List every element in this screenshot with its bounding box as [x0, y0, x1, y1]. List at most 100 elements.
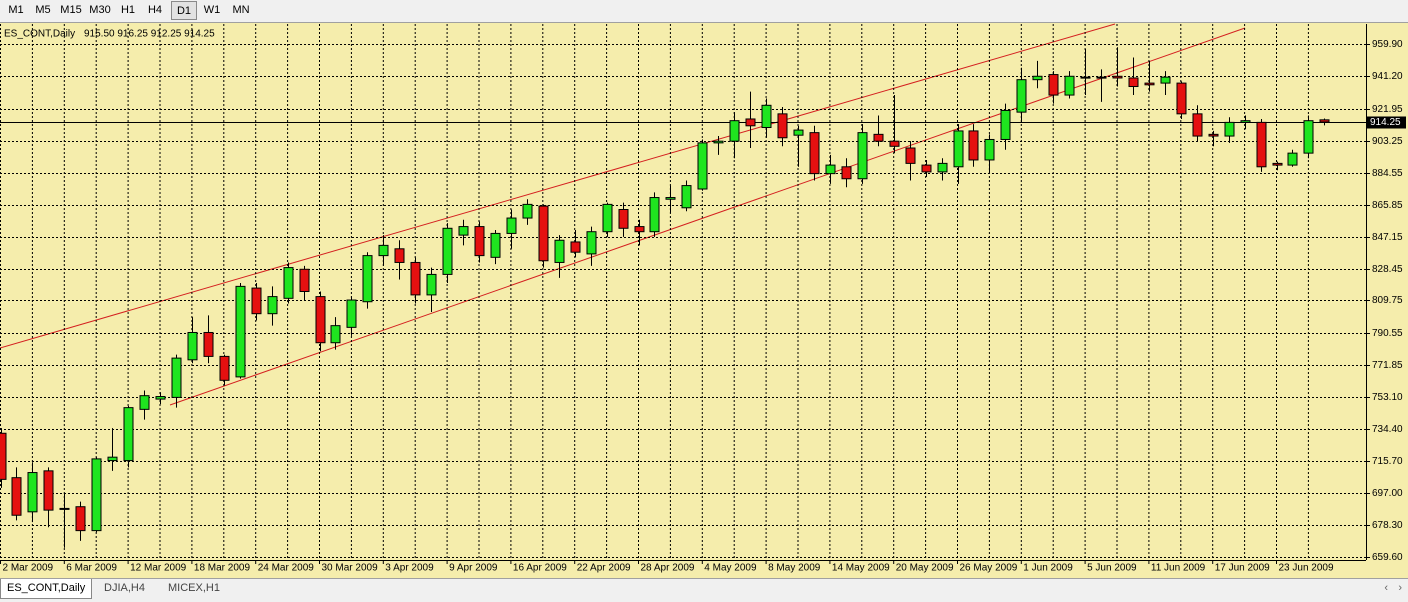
candle-body [283, 267, 294, 299]
x-tick-label: 5 Jun 2009 [1087, 563, 1137, 574]
timeframe-button[interactable]: H1 [120, 4, 136, 16]
x-tick-label: 22 Apr 2009 [577, 563, 631, 574]
price-box [1367, 116, 1406, 129]
price-label: 914.25 [1370, 117, 1401, 128]
scroll-right[interactable]: › [1398, 582, 1402, 594]
x-tick-label: 18 Mar 2009 [194, 563, 251, 574]
candle-body [745, 118, 756, 127]
y-tick-label: 959.90 [1372, 39, 1403, 50]
timeframe-toolbar: M1 M5 M15 M30 H1 H4 D1 W1 MN [0, 0, 1408, 23]
x-tick-label: 28 Apr 2009 [641, 563, 695, 574]
candle-body [1272, 162, 1283, 166]
candle-body [1144, 82, 1155, 86]
candle-body [713, 140, 724, 144]
candle-body [1080, 76, 1091, 79]
candle-body [474, 226, 485, 257]
x-tick-label: 16 Apr 2009 [513, 563, 567, 574]
candle-body [0, 432, 7, 480]
timeframe-button[interactable]: D1 [171, 1, 197, 20]
x-tick-label: 26 May 2009 [960, 563, 1018, 574]
chart: ES_CONT,Daily 915.50 916.25 912.25 914.2… [0, 23, 1408, 578]
timeframe-button[interactable]: H4 [147, 4, 163, 16]
timeframe-button[interactable]: M30 [89, 4, 111, 16]
candle-body [586, 231, 597, 255]
y-tick-label: 734.40 [1372, 424, 1403, 435]
candle-body [1256, 121, 1267, 168]
y-tick-label: 847.15 [1372, 232, 1403, 243]
candle-body [490, 232, 501, 258]
candle-body [219, 355, 230, 381]
y-tick-label: 771.85 [1372, 360, 1403, 371]
chart-tab[interactable]: ES_CONT,Daily [0, 579, 93, 599]
x-tick-label: 20 May 2009 [896, 563, 954, 574]
candle-body [59, 507, 70, 510]
candle-body [315, 296, 326, 344]
x-tick-label: 8 May 2009 [768, 563, 821, 574]
candle-body [1240, 120, 1251, 123]
candle-body [1048, 74, 1059, 96]
candle-body [43, 470, 54, 511]
candle-body [729, 120, 740, 142]
chart-tab[interactable]: MICEX,H1 [168, 582, 220, 594]
y-tick-label: 659.60 [1372, 552, 1403, 563]
x-tick-label: 17 Jun 2009 [1215, 563, 1270, 574]
y-tick-label: 903.25 [1372, 136, 1403, 147]
x-tick-label: 24 Mar 2009 [258, 563, 315, 574]
candle-body [1016, 79, 1027, 113]
candle-body [777, 113, 788, 139]
chart-tab[interactable]: DJIA,H4 [104, 582, 145, 594]
candle-body [873, 133, 884, 142]
y-tick-label: 678.30 [1372, 520, 1403, 531]
chart-title: ES_CONT,Daily [4, 29, 75, 40]
candle-body [681, 185, 692, 209]
y-tick-label: 790.55 [1372, 328, 1403, 339]
candle-body [426, 273, 437, 296]
y-tick-label: 941.20 [1372, 71, 1403, 82]
y-tick-label: 865.85 [1372, 200, 1403, 211]
timeframe-button[interactable]: MN [232, 4, 250, 16]
y-tick-label: 715.70 [1372, 456, 1403, 467]
candle-body [809, 132, 820, 175]
candle-body [378, 244, 389, 257]
timeframe-button[interactable]: W1 [203, 4, 221, 16]
candle-body [394, 248, 405, 263]
candle-body [442, 227, 453, 275]
candle-body [1287, 152, 1298, 166]
candle-body [91, 458, 102, 532]
candle-body [889, 140, 900, 147]
candle-body [27, 472, 38, 513]
candle-body [921, 164, 932, 173]
candle-body [665, 197, 676, 200]
scroll-left[interactable]: ‹ [1384, 582, 1388, 594]
candle-body [937, 162, 948, 173]
candle-body [522, 203, 533, 219]
candle-body [1208, 133, 1219, 137]
candle-body [362, 255, 373, 303]
timeframe-button[interactable]: M5 [35, 4, 51, 16]
x-tick-label: 4 May 2009 [704, 563, 757, 574]
candle-body [554, 239, 565, 263]
candle-body [841, 166, 852, 180]
candle-body [1303, 120, 1314, 154]
candle-body [171, 357, 182, 398]
candle-body [11, 477, 22, 516]
ohlc-info: 915.50 916.25 912.25 914.25 [84, 29, 215, 40]
candle-body [1032, 75, 1043, 81]
timeframe-button[interactable]: M15 [60, 4, 82, 16]
candle-body [905, 147, 916, 164]
candle-body [123, 407, 134, 462]
candle-body [107, 456, 118, 462]
candle-body [410, 261, 421, 296]
timeframe-button[interactable]: M1 [8, 4, 24, 16]
trend-line [0, 23, 1116, 349]
candle-body [203, 331, 214, 357]
candle-body [649, 197, 660, 233]
candle-body [1096, 76, 1107, 79]
candle-body [1112, 75, 1123, 79]
candle-body [251, 287, 262, 315]
candle-body [793, 129, 804, 136]
candle-body [602, 203, 613, 233]
candle-body [1224, 121, 1235, 137]
candle-body [1176, 82, 1187, 115]
